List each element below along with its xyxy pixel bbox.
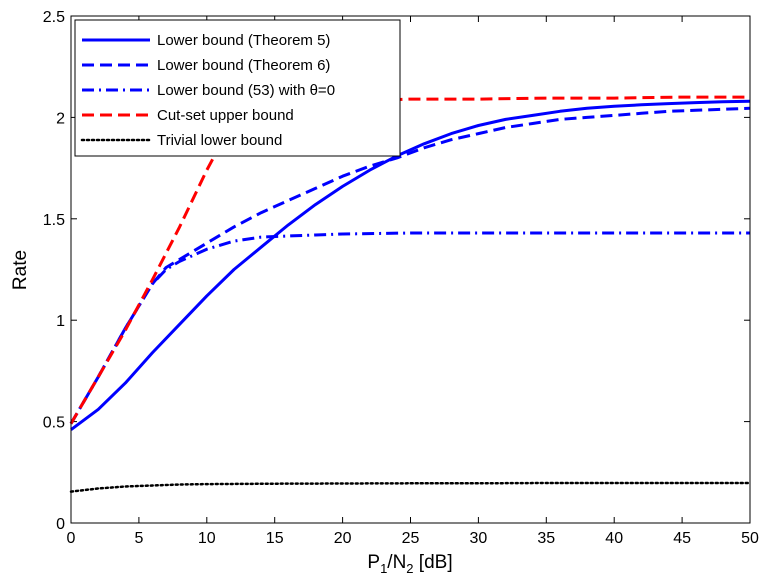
series-line-5 [69,481,752,493]
y-tick-label: 2.5 [43,9,65,26]
legend-label-4: Cut-set upper bound [157,107,294,124]
x-tick-label: 50 [741,530,759,547]
y-tick-label: 1.5 [43,212,65,229]
legend-label-2: Lower bound (Theorem 6) [157,57,330,74]
y-tick-label: 2 [56,110,65,127]
x-tick-label: 5 [134,530,143,547]
x-tick-label: 10 [198,530,216,547]
legend-box [74,19,401,157]
x-axis-label: P1/N2 [dB] [367,552,452,575]
x-tick-label: 15 [266,530,284,547]
legend: Lower bound (Theorem 5) Lower bound (Theo… [74,19,401,157]
legend-label-3: Lower bound (53) with θ=0 [157,82,335,99]
y-axis-label: Rate [10,250,31,290]
y-tick-label: 0.5 [43,415,65,432]
plot-frame [70,15,751,524]
legend-label-1: Lower bound (Theorem 5) [157,32,330,49]
x-axis: 0 5 10 15 20 25 30 35 40 45 50 [67,16,759,547]
x-tick-label: 0 [67,530,76,547]
x-tick-label: 20 [334,530,352,547]
legend-label-5: Trivial lower bound [157,132,282,149]
x-tick-label: 45 [673,530,691,547]
series-line-1 [70,99,751,431]
y-tick-label: 1 [56,313,65,330]
x-tick-label: 35 [537,530,555,547]
series-line-2 [69,106,751,425]
x-tick-label: 30 [470,530,488,547]
y-tick-label: 0 [56,516,65,533]
y-axis: 0 0.5 1 1.5 2 2.5 [43,9,750,533]
x-tick-label: 40 [605,530,623,547]
x-tick-label: 25 [402,530,420,547]
